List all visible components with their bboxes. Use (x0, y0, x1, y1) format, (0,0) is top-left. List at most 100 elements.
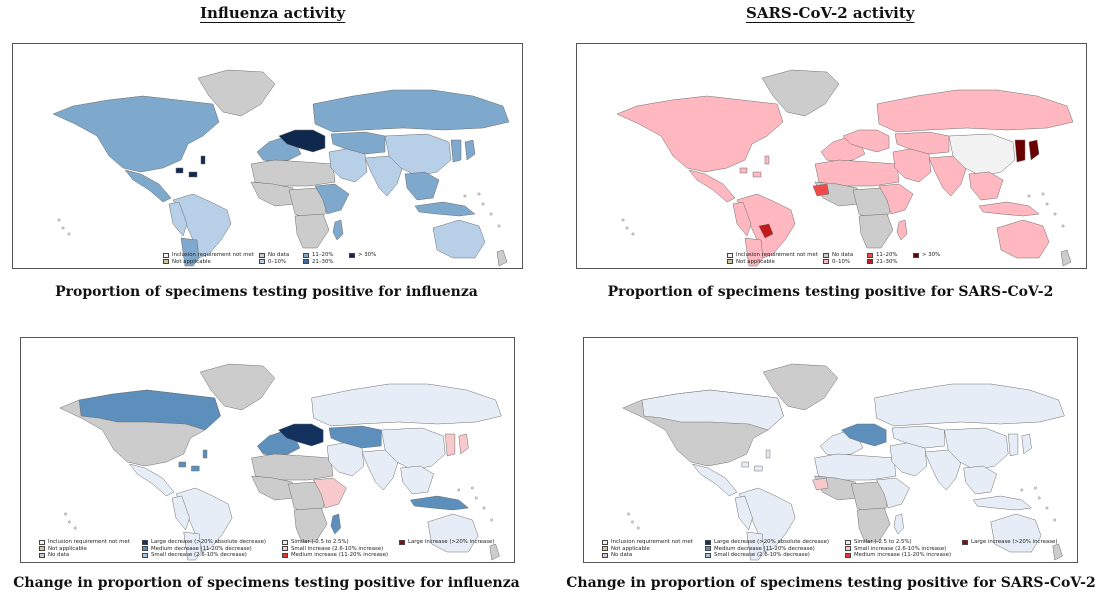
legend-21-30-swatch (303, 259, 309, 265)
region-east-asia (1007, 433, 1032, 457)
legend-no-data-swatch (602, 552, 608, 558)
legend-proportion-cov: Inclusion requirement not met Not applica… (727, 252, 987, 266)
title-sars-cov-2-activity: SARS-CoV-2 activity (746, 4, 915, 22)
world-map-flu-proportion (52, 69, 510, 267)
world-map-cov-proportion (616, 69, 1074, 267)
region-sahel-west (812, 477, 829, 491)
region-southern-cone (183, 531, 202, 561)
legend-no-data-label: No data (48, 552, 70, 559)
legend-small-increase-label: Small increase (2.6-10% increase) (854, 545, 947, 552)
legend-not-applicable: Not applicable (39, 546, 130, 553)
island-marker (1045, 202, 1049, 206)
island-marker (631, 520, 634, 524)
legend-not-applicable-label: Not applicable (611, 545, 650, 552)
legend-0-10-label: 0–10% (268, 258, 287, 265)
region-southern-cone (180, 237, 200, 267)
region-east-africa (878, 183, 914, 215)
legend-gt30-swatch (913, 252, 919, 258)
region-central-africa (852, 187, 894, 221)
legend-11-20-label: 11–20% (876, 252, 898, 258)
legend-large-increase-label: Large increase (>20% increase) (408, 539, 495, 545)
map-panel-flu-proportion: Inclusion requirement not met Not applica… (12, 43, 523, 269)
island-marker (1045, 506, 1049, 510)
legend-no-data-swatch (259, 252, 265, 258)
caption-flu-proportion: Proportion of specimens testing positive… (55, 284, 478, 300)
legend-column: Inclusion requirement not met Not applica… (727, 252, 818, 265)
region-canada (641, 389, 784, 431)
legend-large-increase-label: Large increase (>20% increase) (971, 539, 1058, 545)
legend-large-decrease-swatch (142, 539, 148, 545)
legend-inclusion-swatch (727, 252, 733, 258)
region-central-america (688, 169, 736, 203)
island-marker (73, 526, 77, 530)
legend-medium-increase: Medium increase (11-20% increase) (845, 552, 951, 559)
region-east-asia (444, 433, 469, 457)
island-marker (1033, 486, 1037, 490)
legend-gt30-label: > 30% (358, 252, 377, 258)
legend-21-30-label: 21–30% (312, 258, 334, 265)
island-marker (497, 224, 501, 228)
legend-column: No data 0–10% (823, 252, 853, 265)
legend-11-20-label: 11–20% (312, 252, 334, 258)
island-marker (474, 496, 478, 500)
legend-similar-swatch (282, 539, 288, 545)
island-marker (627, 512, 630, 516)
map-panel-cov-proportion: Inclusion requirement not met Not applica… (576, 43, 1087, 269)
caption-flu-change: Change in proportion of specimens testin… (13, 575, 520, 591)
legend-medium-decrease-swatch (142, 546, 148, 552)
region-east-asia (450, 139, 476, 163)
legend-inclusion-swatch (39, 539, 45, 545)
legend-21-30: 21–30% (867, 259, 898, 266)
region-central-africa (288, 481, 328, 515)
legend-medium-decrease: Medium decrease (11-20% decrease) (142, 546, 266, 553)
legend-11-20: 11–20% (867, 252, 898, 259)
region-central-asia (328, 425, 382, 449)
legend-small-increase: Small increase (2.6-10% increase) (282, 546, 388, 553)
title-influenza-activity: Influenza activity (200, 4, 346, 22)
caption-cov-change: Change in proportion of specimens testin… (566, 575, 1096, 591)
region-russia (312, 89, 510, 133)
island-marker (477, 192, 481, 196)
region-southeast-asia (404, 171, 440, 201)
region-madagascar (330, 513, 341, 535)
legend-0-10: 0–10% (259, 259, 289, 266)
legend-not-applicable: Not applicable (602, 546, 693, 553)
region-south-america-west (171, 495, 190, 531)
legend-not-applicable-swatch (163, 259, 169, 265)
region-east-asia (1014, 139, 1040, 163)
legend-no-data-swatch (823, 252, 829, 258)
legend-0-10-swatch (823, 259, 829, 265)
region-south-america-west (734, 495, 753, 531)
legend-not-applicable: Not applicable (727, 259, 818, 266)
legend-no-data: No data (823, 252, 853, 259)
legend-medium-increase-swatch (282, 552, 288, 558)
region-central-asia (891, 425, 945, 449)
legend-column: > 30% (349, 252, 376, 259)
island-marker (57, 218, 61, 222)
island-marker (463, 194, 467, 198)
legend-0-10-label: 0–10% (832, 258, 851, 265)
region-south-america (738, 487, 796, 553)
island-marker (489, 212, 493, 216)
region-new-zealand (1052, 543, 1063, 561)
legend-small-increase: Small increase (2.6-10% increase) (845, 546, 951, 553)
legend-0-10-swatch (259, 259, 265, 265)
region-greenland (762, 363, 839, 411)
legend-gt30: > 30% (349, 252, 376, 259)
region-central-asia (894, 131, 950, 155)
island-marker (490, 518, 494, 522)
legend-column: Inclusion requirement not met Not applica… (39, 539, 130, 559)
legend-column: Large decrease (>20% absolute decrease) M… (705, 539, 829, 559)
region-south-america (175, 487, 233, 553)
legend-not-applicable-label: Not applicable (736, 258, 775, 265)
legend-0-10: 0–10% (823, 259, 853, 266)
legend-column: > 30% (913, 252, 940, 259)
legend-similar-swatch (845, 539, 851, 545)
legend-column: 11–20% 21–30% (867, 252, 898, 265)
region-canada (78, 389, 221, 431)
region-central-america (128, 463, 175, 497)
region-southern-africa (293, 507, 328, 543)
legend-large-increase-swatch (962, 539, 968, 545)
legend-large-decrease-label: Large decrease (>20% absolute decrease) (714, 539, 829, 545)
region-east-africa (314, 183, 350, 215)
